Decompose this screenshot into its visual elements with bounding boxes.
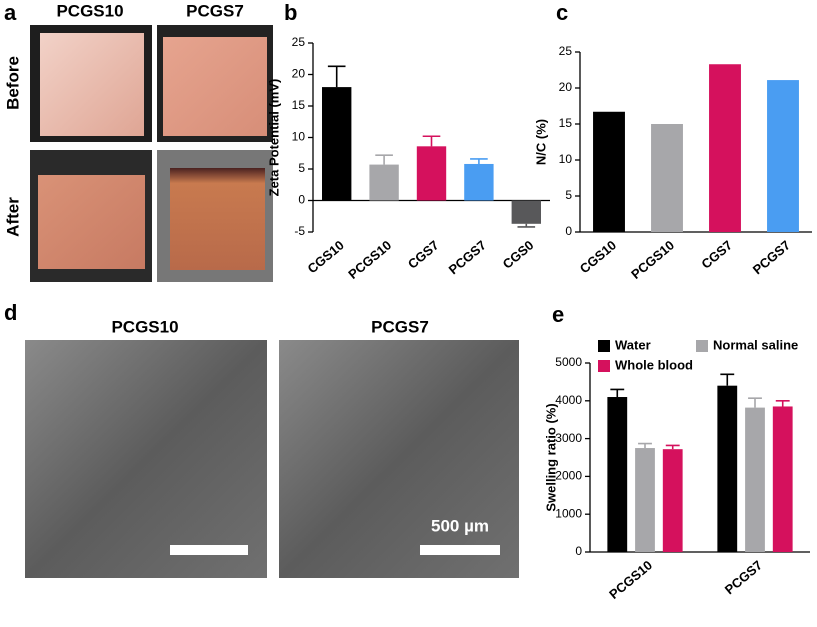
- y-tick-label: 15: [559, 116, 573, 130]
- error-bar: [470, 158, 488, 164]
- x-tick-label: CGS7: [698, 237, 735, 271]
- x-tick-label: PCGS7: [750, 237, 793, 277]
- x-tick-label: PCGS10: [345, 237, 394, 281]
- row-label: Before: [3, 56, 22, 110]
- y-tick-label: 4000: [555, 393, 582, 407]
- bar: [717, 385, 738, 552]
- y-axis-label: N/C (%): [533, 119, 548, 165]
- y-tick-label: 1000: [555, 506, 582, 520]
- sample: [163, 37, 267, 136]
- panel-label: b: [284, 0, 297, 25]
- bar: [745, 407, 765, 552]
- y-tick-label: 10: [292, 130, 306, 144]
- bar: [772, 406, 793, 552]
- y-tick-label: 10: [559, 152, 573, 166]
- y-axis-label: Swelling ratio (%): [543, 403, 558, 511]
- scale-bar-label: 500 µm: [431, 516, 489, 535]
- y-tick-label: 5: [298, 161, 305, 175]
- legend-swatch: [598, 360, 610, 372]
- error-bar: [720, 373, 735, 386]
- bar: [635, 448, 655, 552]
- y-tick-label: 5: [565, 188, 572, 202]
- column-label: PCGS10: [56, 1, 123, 20]
- bar: [511, 200, 541, 224]
- y-tick-label: 25: [559, 44, 573, 58]
- column-label: PCGS7: [186, 1, 244, 20]
- x-tick-label: PCGS7: [446, 237, 489, 277]
- bar: [322, 87, 352, 201]
- y-tick-label: 25: [292, 35, 306, 49]
- scale-bar: [420, 545, 500, 555]
- panel-label: e: [552, 302, 564, 327]
- sem-image: [279, 340, 519, 578]
- y-tick-label: 2000: [555, 469, 582, 483]
- bar: [369, 164, 399, 201]
- legend-label: Water: [615, 337, 651, 352]
- sem-image: [25, 340, 267, 578]
- error-bar: [327, 65, 346, 88]
- y-tick-label: 20: [292, 67, 306, 81]
- x-tick-label: PCGS10: [606, 557, 655, 601]
- bar: [651, 124, 683, 232]
- column-label: PCGS10: [111, 317, 178, 336]
- bar: [767, 80, 799, 232]
- error-bar: [422, 135, 441, 147]
- bar: [593, 111, 625, 232]
- error-bar: [610, 388, 625, 398]
- bar: [709, 64, 741, 233]
- panel-label: a: [4, 0, 17, 25]
- x-tick-label: CGS7: [405, 237, 442, 271]
- error-bar: [748, 397, 762, 408]
- y-tick-label: 0: [575, 544, 582, 558]
- row-label: After: [3, 197, 22, 237]
- y-tick-label: 15: [292, 98, 306, 112]
- y-tick-label: 0: [565, 224, 572, 238]
- y-tick-label: 0: [298, 193, 305, 207]
- x-tick-label: PCGS10: [628, 237, 677, 281]
- column-label: PCGS7: [371, 317, 429, 336]
- bar: [662, 449, 683, 552]
- legend-label: Normal saline: [713, 337, 798, 352]
- sample: [40, 33, 144, 136]
- y-tick-label: 20: [559, 80, 573, 94]
- y-tick-label: -5: [294, 224, 305, 238]
- x-tick-label: CGS10: [305, 237, 347, 276]
- scale-bar: [170, 545, 248, 555]
- bar: [416, 146, 447, 201]
- y-axis-label: Zeta Potential (mV): [266, 79, 281, 197]
- error-bar: [775, 400, 790, 407]
- y-tick-label: 5000: [555, 355, 582, 369]
- x-tick-label: CGS0: [500, 237, 537, 271]
- panel-label: d: [4, 300, 17, 325]
- error-bar: [517, 223, 536, 228]
- error-bar: [665, 444, 680, 450]
- legend-label: Whole blood: [615, 357, 693, 372]
- bar: [607, 397, 628, 552]
- bar: [464, 163, 494, 201]
- sample: [38, 175, 145, 269]
- error-bar: [375, 154, 393, 165]
- x-tick-label: CGS10: [577, 237, 619, 276]
- panel-label: c: [556, 0, 568, 25]
- legend-swatch: [598, 340, 610, 352]
- y-tick-label: 3000: [555, 431, 582, 445]
- x-tick-label: PCGS7: [722, 557, 765, 597]
- sample: [170, 168, 265, 270]
- error-bar: [638, 442, 652, 449]
- legend-swatch: [696, 340, 708, 352]
